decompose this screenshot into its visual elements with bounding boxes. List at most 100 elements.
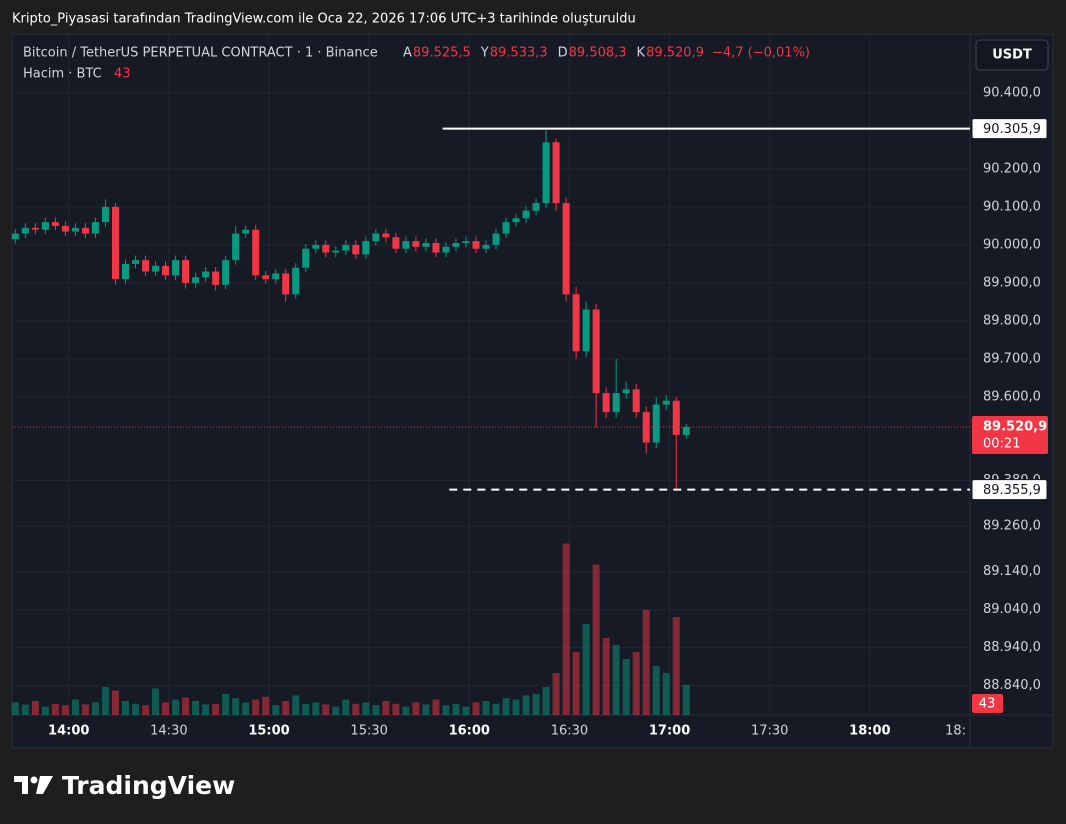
y-tick-label: 90.000,0 [983, 237, 1041, 252]
candle-body [432, 243, 440, 253]
volume-bar [322, 704, 330, 715]
volume-bar [121, 701, 129, 715]
candle-body [222, 260, 230, 285]
volume-bar [162, 702, 170, 715]
y-tick-label: 89.140,0 [983, 564, 1041, 579]
candle-body [402, 241, 410, 249]
volume-title: Hacim · BTC [23, 67, 102, 82]
candle-body [242, 229, 250, 234]
volume-bar [422, 704, 430, 715]
y-tick-label: 88.840,0 [983, 678, 1041, 693]
candle-body [502, 222, 510, 234]
marks [11, 128, 690, 715]
candle-body [272, 273, 280, 280]
candle-body [312, 244, 320, 249]
candle-body [31, 227, 39, 230]
candle-body [352, 244, 360, 255]
volume-bar [41, 706, 49, 715]
candle-body [292, 267, 300, 295]
candle-body [302, 248, 310, 268]
volume-bar [652, 666, 660, 715]
volume-bar [242, 702, 250, 715]
volume-bar [452, 703, 460, 715]
candle-body [612, 393, 620, 413]
ohlc-key: D [558, 46, 568, 61]
x-tick-label: 14:00 [48, 724, 89, 739]
candle-body [362, 241, 370, 255]
candle-body [71, 227, 79, 232]
x-tick-label: 17:00 [649, 724, 690, 739]
volume-bar [272, 705, 280, 715]
candle-body [672, 400, 680, 435]
volume-bar [392, 703, 400, 715]
volume-bar [352, 703, 360, 715]
volume-bar [292, 695, 300, 715]
y-tick-label: 88.940,0 [983, 640, 1041, 655]
candle-body [472, 241, 480, 249]
volume-bar [61, 705, 69, 715]
volume-bar [412, 702, 420, 715]
x-tick-label: 17:30 [751, 724, 788, 739]
candle-body [562, 203, 570, 295]
ohlc-legend: A 89.525,5 Y 89.533,3 D 89.508,3 K 89.520,9 −4,7… [403, 46, 810, 61]
y-tick-label: 90.400,0 [983, 85, 1041, 100]
candle-body [492, 233, 500, 245]
volume-bar [492, 703, 500, 715]
logo-mark [14, 776, 28, 794]
candle-body [232, 233, 240, 261]
candle-body [592, 309, 600, 394]
volume-bar [662, 673, 670, 715]
candle-body [442, 246, 450, 253]
candle-body [162, 265, 170, 276]
volume-axis-label: 43 [979, 697, 996, 712]
x-tick-label: 16:00 [449, 724, 490, 739]
candle-body [252, 229, 260, 276]
ohlc-key: Y [480, 46, 489, 61]
currency-label[interactable]: USDT [992, 48, 1032, 63]
volume-bar [252, 699, 260, 715]
volume-bar [672, 617, 680, 715]
volume-bar [502, 698, 510, 715]
overlay: 90.400,0 90.200,0 90.100,0 90.000,0 89.900,0… [12, 85, 1048, 739]
candle-body [41, 222, 49, 230]
candle-body [652, 404, 660, 443]
y-tick-label: 89.800,0 [983, 313, 1041, 328]
y-tick-label: 89.900,0 [983, 275, 1041, 290]
volume-legend-value: 43 [114, 67, 131, 82]
volume-bar [572, 652, 580, 715]
volume-bar [91, 702, 99, 715]
volume-bar [101, 687, 109, 715]
volume-bar [202, 704, 210, 715]
candle-body [101, 206, 109, 223]
x-tick-label: 16:30 [551, 724, 588, 739]
volume-bar [552, 673, 560, 715]
candle-body [532, 203, 540, 211]
candle-body [121, 263, 129, 280]
volume-bar [562, 543, 570, 715]
y-tick-label: 89.260,0 [983, 519, 1041, 534]
volume-bar [172, 699, 180, 715]
volume-bar [482, 701, 490, 715]
brand: TradingView [62, 771, 235, 800]
x-tick-label: 15:00 [248, 724, 289, 739]
x-tick-label: 18: [945, 724, 966, 739]
candle-body [522, 210, 530, 219]
volume-bar [612, 645, 620, 715]
volume-bar [582, 624, 590, 715]
candle-body [132, 260, 140, 264]
candle-body [202, 271, 210, 278]
y-tick-label: 89.700,0 [983, 351, 1041, 366]
candle-body [602, 393, 610, 413]
y-tick-label: 89.600,0 [983, 389, 1041, 404]
candle-body [662, 400, 670, 405]
volume-bar [512, 699, 520, 715]
volume-bar [332, 706, 340, 715]
currency-button[interactable] [975, 39, 1049, 71]
volume-bar [312, 702, 320, 715]
volume-bar [542, 687, 550, 715]
x-tick-label: 15:30 [350, 724, 387, 739]
volume-bar [71, 699, 79, 715]
candle-body [422, 243, 430, 247]
candle-body [142, 260, 150, 272]
